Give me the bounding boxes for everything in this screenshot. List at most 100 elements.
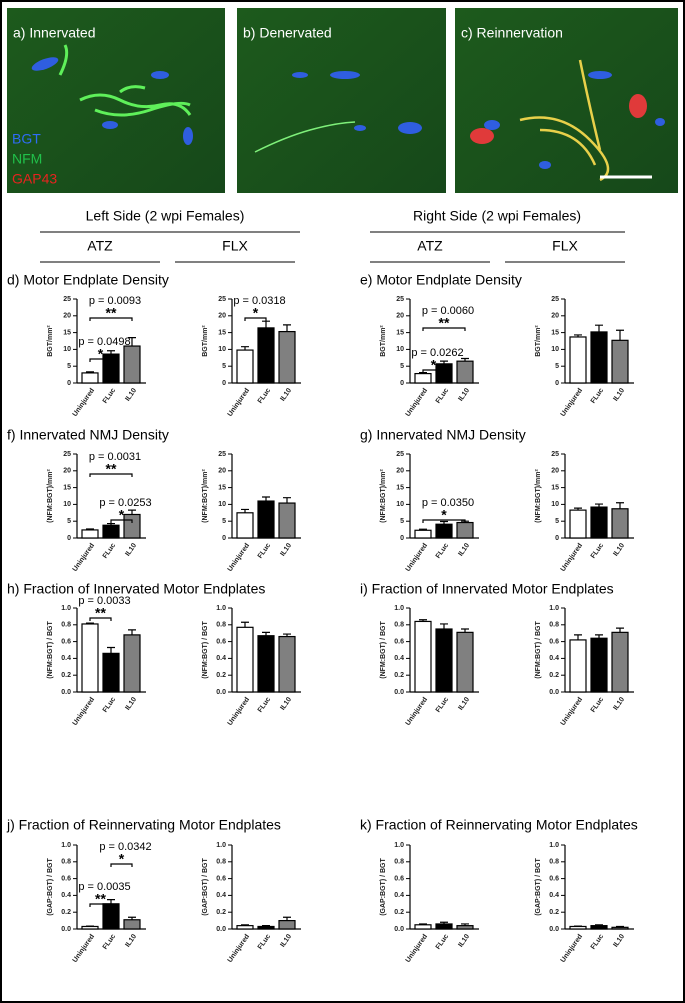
y-axis-label: (NFM:BGT)/mm² bbox=[380, 469, 387, 523]
bar bbox=[81, 925, 99, 930]
image-label: a) Innervated bbox=[13, 25, 96, 41]
y-tick-label: 0.0 bbox=[549, 689, 559, 696]
bar bbox=[236, 349, 254, 384]
y-tick-label: 0.4 bbox=[61, 655, 71, 662]
panel-title: j) Fraction of Reinnervating Motor Endpl… bbox=[6, 817, 281, 833]
bar bbox=[435, 923, 453, 930]
bar bbox=[569, 336, 587, 384]
error-bar bbox=[283, 324, 291, 332]
error-bar bbox=[419, 528, 427, 531]
panel-title: i) Fraction of Innervated Motor Endplate… bbox=[360, 581, 614, 597]
y-tick-label: 1.0 bbox=[216, 605, 226, 612]
stain-legend: BGT bbox=[12, 131, 41, 147]
y-axis-label: (NFM:BGT) / BGT bbox=[535, 621, 542, 679]
y-tick-label: 0.6 bbox=[216, 875, 226, 882]
y-tick-label: 15 bbox=[551, 484, 559, 491]
bar bbox=[590, 925, 608, 930]
bar bbox=[611, 339, 629, 384]
y-tick-label: 0.8 bbox=[394, 859, 404, 866]
significance-bracket bbox=[89, 617, 112, 621]
y-tick-label: 5 bbox=[222, 363, 226, 370]
significance-stars: ** bbox=[106, 305, 117, 321]
bar bbox=[257, 327, 275, 384]
side-title: Right Side (2 wpi Females) bbox=[413, 208, 581, 224]
y-tick-label: 0.8 bbox=[216, 622, 226, 629]
y-tick-label: 0.2 bbox=[394, 909, 404, 916]
bar bbox=[414, 620, 432, 693]
y-tick-label: 10 bbox=[551, 346, 559, 353]
y-tick-label: 15 bbox=[218, 484, 226, 491]
stain-legend: NFM bbox=[12, 151, 42, 167]
error-bar bbox=[574, 334, 582, 337]
y-tick-label: 5 bbox=[400, 363, 404, 370]
error-bar bbox=[262, 631, 270, 636]
error-bar bbox=[616, 502, 624, 509]
y-tick-label: 0.0 bbox=[61, 689, 71, 696]
y-tick-label: 10 bbox=[218, 346, 226, 353]
p-value: p = 0.0318 bbox=[233, 295, 285, 307]
y-tick-label: 0.8 bbox=[61, 622, 71, 629]
panel-title: g) Innervated NMJ Density bbox=[360, 427, 526, 443]
bar bbox=[278, 635, 296, 693]
y-tick-label: 0.6 bbox=[394, 638, 404, 645]
bar bbox=[569, 639, 587, 693]
bar bbox=[435, 363, 453, 384]
y-axis-label: (GAP:BGT) / BGT bbox=[380, 858, 387, 916]
y-tick-label: 25 bbox=[63, 296, 71, 303]
bar bbox=[236, 626, 254, 693]
error-bar bbox=[595, 634, 603, 639]
bar bbox=[257, 925, 275, 930]
y-tick-label: 25 bbox=[396, 296, 404, 303]
y-tick-label: 0.6 bbox=[216, 638, 226, 645]
group-label: ATZ bbox=[87, 238, 113, 254]
y-tick-label: 25 bbox=[218, 296, 226, 303]
y-tick-label: 10 bbox=[396, 501, 404, 508]
y-tick-label: 25 bbox=[551, 296, 559, 303]
bar bbox=[611, 631, 629, 693]
y-tick-label: 0.4 bbox=[549, 892, 559, 899]
bar bbox=[123, 513, 141, 539]
error-bar bbox=[283, 916, 291, 921]
significance-stars: ** bbox=[439, 315, 450, 331]
y-tick-label: 10 bbox=[63, 346, 71, 353]
significance-stars: ** bbox=[95, 605, 106, 621]
bar bbox=[102, 652, 120, 693]
error-bar bbox=[419, 923, 427, 925]
error-bar bbox=[574, 634, 582, 640]
y-tick-label: 0.0 bbox=[216, 926, 226, 933]
bar bbox=[81, 529, 99, 539]
y-axis-label: (NFM:BGT) / BGT bbox=[380, 621, 387, 679]
y-tick-label: 0 bbox=[222, 380, 226, 387]
y-tick-label: 0 bbox=[67, 380, 71, 387]
stain-legend: GAP43 bbox=[12, 171, 57, 187]
significance-stars: * bbox=[253, 305, 259, 321]
micrograph-c bbox=[455, 8, 678, 193]
bar bbox=[81, 372, 99, 384]
error-bar bbox=[86, 371, 94, 373]
y-axis-label: BGT/mm² bbox=[380, 325, 387, 357]
error-bar bbox=[128, 916, 136, 920]
significance-stars: * bbox=[441, 507, 447, 523]
error-bar bbox=[107, 350, 115, 355]
bar bbox=[611, 926, 629, 930]
error-bar bbox=[128, 337, 136, 347]
significance-stars: * bbox=[119, 507, 125, 523]
error-bar bbox=[262, 320, 270, 328]
bar bbox=[123, 345, 141, 384]
bar bbox=[257, 635, 275, 693]
y-tick-label: 15 bbox=[218, 329, 226, 336]
y-tick-label: 0.6 bbox=[549, 875, 559, 882]
bar bbox=[278, 919, 296, 930]
error-bar bbox=[283, 497, 291, 504]
y-tick-label: 20 bbox=[396, 468, 404, 475]
bar bbox=[257, 500, 275, 539]
error-bar bbox=[595, 324, 603, 332]
y-tick-label: 1.0 bbox=[394, 605, 404, 612]
y-tick-label: 15 bbox=[396, 329, 404, 336]
significance-bracket bbox=[422, 519, 466, 523]
y-tick-label: 25 bbox=[551, 451, 559, 458]
y-tick-label: 0.2 bbox=[216, 672, 226, 679]
y-tick-label: 0.8 bbox=[61, 859, 71, 866]
y-tick-label: 0.2 bbox=[549, 672, 559, 679]
y-tick-label: 0.8 bbox=[549, 859, 559, 866]
